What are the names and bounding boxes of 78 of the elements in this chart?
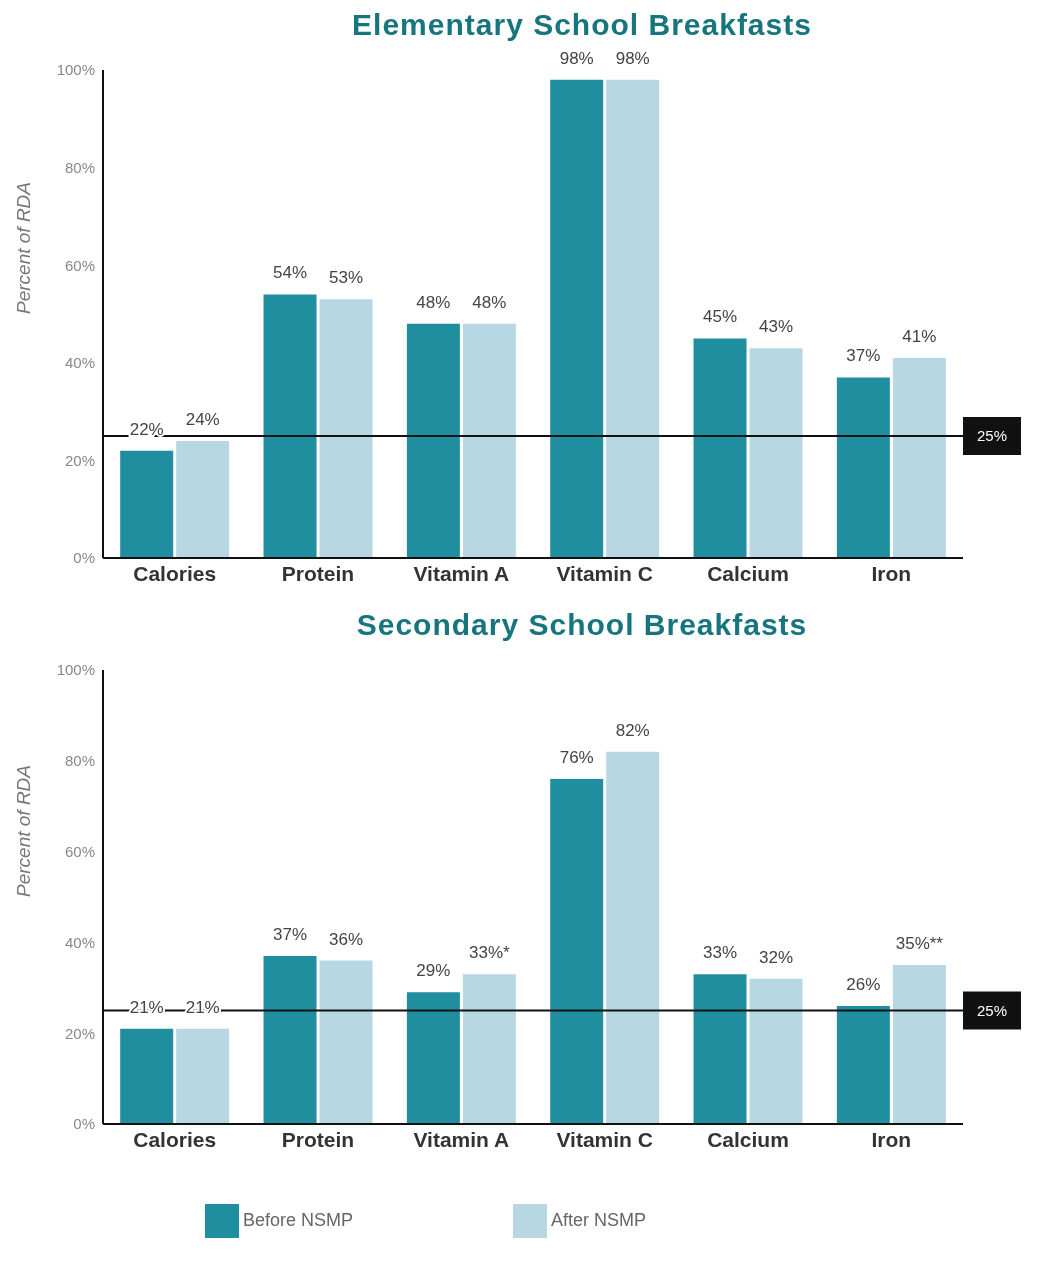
bar bbox=[319, 299, 373, 558]
bar bbox=[462, 974, 516, 1124]
bar bbox=[550, 778, 604, 1124]
x-tick-label: Iron bbox=[871, 1127, 912, 1151]
chart-title: Elementary School Breakfasts bbox=[351, 8, 813, 43]
bar bbox=[550, 79, 604, 558]
y-tick-label: 80% bbox=[64, 158, 95, 176]
bar bbox=[406, 992, 460, 1124]
data-label: 33%* bbox=[469, 943, 511, 963]
y-tick-label: 80% bbox=[64, 752, 95, 770]
x-tick-label: Vitamin A bbox=[413, 561, 510, 585]
bar bbox=[406, 323, 460, 558]
bar bbox=[749, 348, 803, 558]
bar bbox=[120, 450, 174, 558]
x-tick-label: Calcium bbox=[707, 1127, 789, 1151]
data-label: 41% bbox=[902, 326, 937, 346]
x-tick-label: Calcium bbox=[707, 561, 789, 585]
data-label: 22% bbox=[129, 419, 164, 439]
data-label: 36% bbox=[329, 929, 364, 949]
bar bbox=[693, 338, 747, 558]
y-axis-title: Percent of RDA bbox=[12, 182, 34, 314]
data-label: 76% bbox=[559, 747, 594, 767]
x-tick-label: Vitamin C bbox=[556, 1127, 653, 1151]
data-label: 24% bbox=[185, 409, 220, 429]
bar bbox=[263, 956, 317, 1124]
data-label: 35%** bbox=[895, 934, 944, 954]
data-label: 54% bbox=[273, 263, 308, 283]
x-tick-label: Vitamin C bbox=[556, 561, 653, 585]
x-tick-label: Protein bbox=[281, 561, 355, 585]
data-label: 53% bbox=[329, 268, 364, 288]
bar bbox=[892, 357, 946, 558]
y-tick-label: 40% bbox=[64, 354, 95, 372]
data-label: 37% bbox=[846, 346, 881, 366]
bar bbox=[319, 960, 373, 1124]
bar bbox=[176, 440, 230, 558]
y-tick-label: 100% bbox=[56, 61, 95, 79]
x-tick-label: Calories bbox=[133, 1127, 217, 1151]
data-label: 98% bbox=[559, 48, 594, 68]
data-label: 82% bbox=[615, 720, 650, 740]
y-tick-label: 100% bbox=[56, 661, 95, 679]
legend-label: Before NSMP bbox=[242, 1209, 353, 1230]
bar bbox=[176, 1028, 230, 1124]
bar bbox=[836, 377, 890, 558]
bar bbox=[693, 974, 747, 1124]
y-tick-label: 20% bbox=[64, 451, 95, 469]
y-axis-title: Percent of RDA bbox=[12, 765, 34, 897]
legend-label: After NSMP bbox=[551, 1209, 647, 1230]
data-label: 43% bbox=[759, 317, 794, 337]
data-label: 33% bbox=[703, 943, 738, 963]
bar bbox=[892, 965, 946, 1124]
bar bbox=[749, 978, 803, 1124]
x-tick-label: Vitamin A bbox=[413, 1127, 510, 1151]
data-label: 29% bbox=[416, 961, 451, 981]
bar bbox=[120, 1028, 174, 1124]
y-tick-label: 20% bbox=[64, 1024, 95, 1042]
x-tick-label: Iron bbox=[871, 561, 912, 585]
y-tick-label: 0% bbox=[73, 1115, 95, 1133]
data-label: 26% bbox=[846, 974, 881, 994]
data-label: 37% bbox=[273, 925, 308, 945]
bar bbox=[263, 294, 317, 558]
data-label: 48% bbox=[416, 292, 451, 312]
data-label: 98% bbox=[615, 48, 650, 68]
x-tick-label: Protein bbox=[281, 1127, 355, 1151]
y-tick-label: 60% bbox=[64, 842, 95, 860]
y-tick-label: 40% bbox=[64, 933, 95, 951]
ref-line-label: 25% bbox=[976, 427, 1008, 444]
y-tick-label: 60% bbox=[64, 256, 95, 274]
data-label: 48% bbox=[472, 292, 507, 312]
bar bbox=[462, 323, 516, 558]
ref-line-label: 25% bbox=[976, 1001, 1008, 1019]
bar bbox=[606, 79, 660, 558]
bar bbox=[836, 1005, 890, 1124]
data-label: 32% bbox=[759, 947, 794, 967]
x-tick-label: Calories bbox=[133, 561, 217, 585]
y-tick-label: 0% bbox=[73, 549, 95, 567]
chart-title: Secondary School Breakfasts bbox=[355, 608, 809, 643]
data-label: 45% bbox=[703, 307, 738, 327]
bar bbox=[606, 751, 660, 1124]
